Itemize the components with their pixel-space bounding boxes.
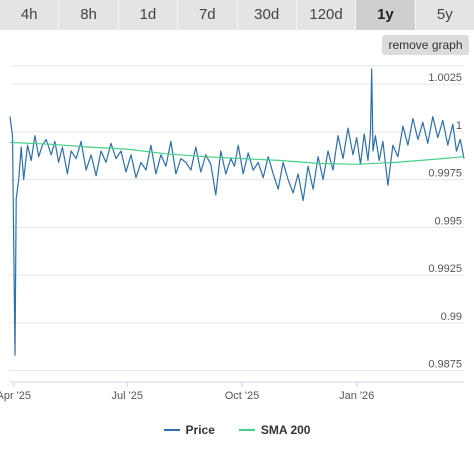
legend-label-sma: SMA 200 <box>260 423 311 437</box>
x-tick-label: Apr '25 <box>0 390 31 402</box>
y-tick-label: 1 <box>456 120 462 132</box>
series-line-sma-200 <box>9 141 465 165</box>
y-tick-label: 0.9925 <box>428 263 462 275</box>
y-tick-label: 1.0025 <box>428 72 462 84</box>
y-tick-label: 0.995 <box>434 215 462 227</box>
x-tick-label: Jan '26 <box>339 390 374 402</box>
timeframe-tabs: 4h 8h 1d 7d 30d 120d 1y 5y <box>0 0 474 30</box>
y-tick-label: 0.99 <box>441 311 462 323</box>
tab-7d[interactable]: 7d <box>178 0 238 30</box>
series-line-price <box>9 68 465 356</box>
legend-item-price[interactable]: Price <box>163 422 215 438</box>
price-chart: 0.9875 0.99 0.9925 0.995 0.9975 1 1.0025 Apr '2… <box>0 65 465 402</box>
tab-8h[interactable]: 8h <box>59 0 119 30</box>
tab-120d[interactable]: 120d <box>296 0 357 30</box>
tab-1y[interactable]: 1y <box>356 0 416 30</box>
y-tick-label: 0.9975 <box>428 168 462 180</box>
tab-5y[interactable]: 5y <box>415 0 474 30</box>
legend-label-price: Price <box>185 423 215 437</box>
legend-item-sma[interactable]: SMA 200 <box>238 422 311 438</box>
tab-4h[interactable]: 4h <box>0 0 60 30</box>
tab-30d[interactable]: 30d <box>237 0 297 30</box>
tab-1d[interactable]: 1d <box>118 0 179 30</box>
remove-graph-button[interactable]: remove graph <box>382 35 469 55</box>
y-tick-label: 0.9875 <box>428 359 462 371</box>
legend-swatch-sma <box>238 429 255 431</box>
legend-swatch-price <box>163 429 180 431</box>
chart-legend: Price SMA 200 <box>0 422 474 438</box>
x-tick-label: Oct '25 <box>225 390 260 402</box>
x-tick-label: Jul '25 <box>112 390 143 402</box>
